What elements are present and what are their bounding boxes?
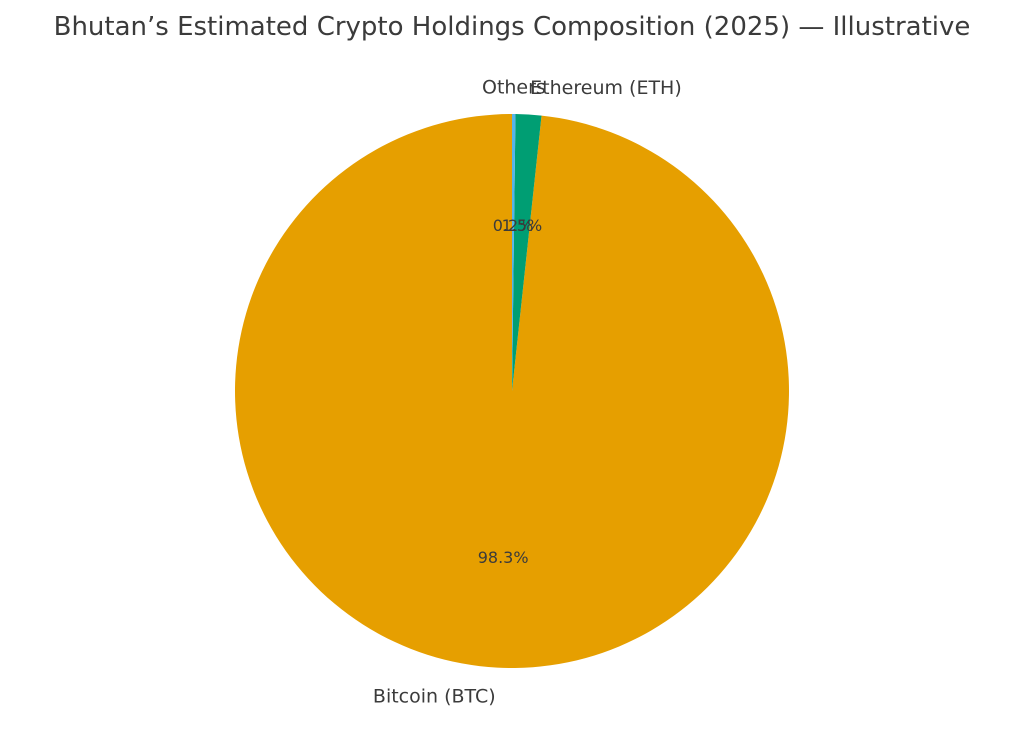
pie-slice-ethereum-eth [512, 114, 542, 391]
pie-category-label: Ethereum (ETH) [530, 77, 682, 99]
pie-percent-label: 1.5% [502, 216, 543, 235]
pie-percent-labels: 98.3% 1.5%0.2% [478, 216, 543, 567]
chart-title: Bhutan’s Estimated Crypto Holdings Compo… [54, 12, 971, 42]
pie-category-labels: Bitcoin (BTC) Ethereum (ETH)Others [373, 76, 682, 707]
pie-percent-label: 98.3% [478, 548, 529, 567]
pie-slice-bitcoin-btc [235, 114, 790, 668]
pie-category-label: Bitcoin (BTC) [373, 685, 496, 707]
pie-slice-others [512, 114, 516, 391]
pie-slices [235, 114, 790, 668]
pie-category-label: Others [482, 76, 546, 98]
pie-percent-label: 0.2% [493, 216, 534, 235]
